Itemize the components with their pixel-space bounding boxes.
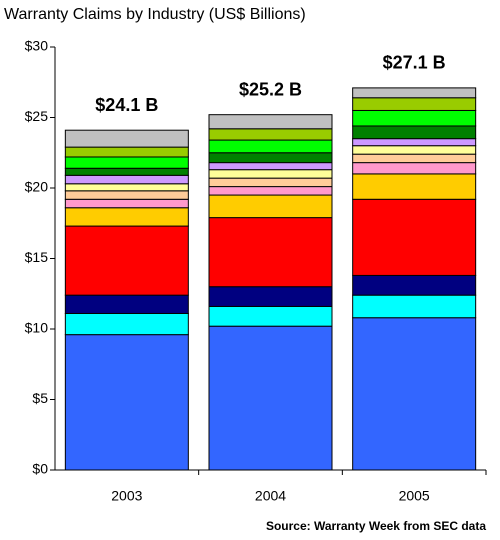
chart-title: Warranty Claims by Industry (US$ Billion… — [4, 6, 306, 23]
y-tick-label: $25 — [25, 108, 49, 124]
bar-segment — [352, 173, 477, 200]
bar-segment — [352, 153, 477, 164]
bar-segment — [64, 174, 189, 185]
bar-segment — [352, 109, 477, 127]
bar-segment — [64, 167, 189, 176]
y-tick-label: $15 — [25, 249, 49, 265]
bar-segment — [64, 129, 189, 148]
bar-segment — [64, 146, 189, 158]
bar-segment — [208, 114, 333, 130]
total-label: $24.1 B — [95, 95, 158, 115]
bar-segment — [352, 162, 477, 175]
bar-segment — [208, 128, 333, 141]
bar-segment — [208, 217, 333, 288]
bar-segment — [208, 169, 333, 179]
x-tick-label: 2003 — [111, 488, 142, 504]
bar-segment — [64, 294, 189, 314]
bar-segment — [352, 138, 477, 147]
bar-segment — [352, 274, 477, 296]
bar-segment — [208, 186, 333, 196]
bar-segment — [352, 198, 477, 276]
bar-segment — [208, 305, 333, 327]
total-label: $25.2 B — [239, 79, 302, 99]
total-label: $27.1 B — [383, 53, 446, 73]
bar-segment — [208, 139, 333, 154]
bar-segment — [352, 87, 477, 99]
bar-segment — [64, 225, 189, 296]
y-tick-label: $20 — [25, 179, 49, 195]
y-tick-label: $0 — [32, 461, 48, 477]
bar-segment — [64, 198, 189, 209]
bar-segment — [352, 125, 477, 140]
bar-segment — [64, 190, 189, 200]
bar-segment — [352, 317, 477, 471]
y-tick-label: $5 — [32, 390, 48, 406]
y-tick-label: $30 — [25, 38, 49, 54]
bar-segment — [208, 162, 333, 171]
bar-segment — [64, 156, 189, 169]
bar-segment — [352, 294, 477, 319]
bar-segment — [208, 194, 333, 219]
bar-segment — [208, 286, 333, 307]
bar-segment — [352, 97, 477, 111]
x-tick-label: 2004 — [255, 488, 286, 504]
source-note: Source: Warranty Week from SEC data — [266, 519, 486, 533]
x-tick-label: 2005 — [399, 488, 430, 504]
bar-segment — [352, 145, 477, 155]
bar-segment — [64, 183, 189, 192]
y-tick-label: $10 — [25, 320, 49, 336]
bar-segment — [64, 312, 189, 336]
bar-segment — [64, 207, 189, 227]
bar-segment — [208, 325, 333, 471]
bar-segment — [208, 177, 333, 188]
bar-segment — [208, 152, 333, 164]
bar-segment — [64, 334, 189, 471]
